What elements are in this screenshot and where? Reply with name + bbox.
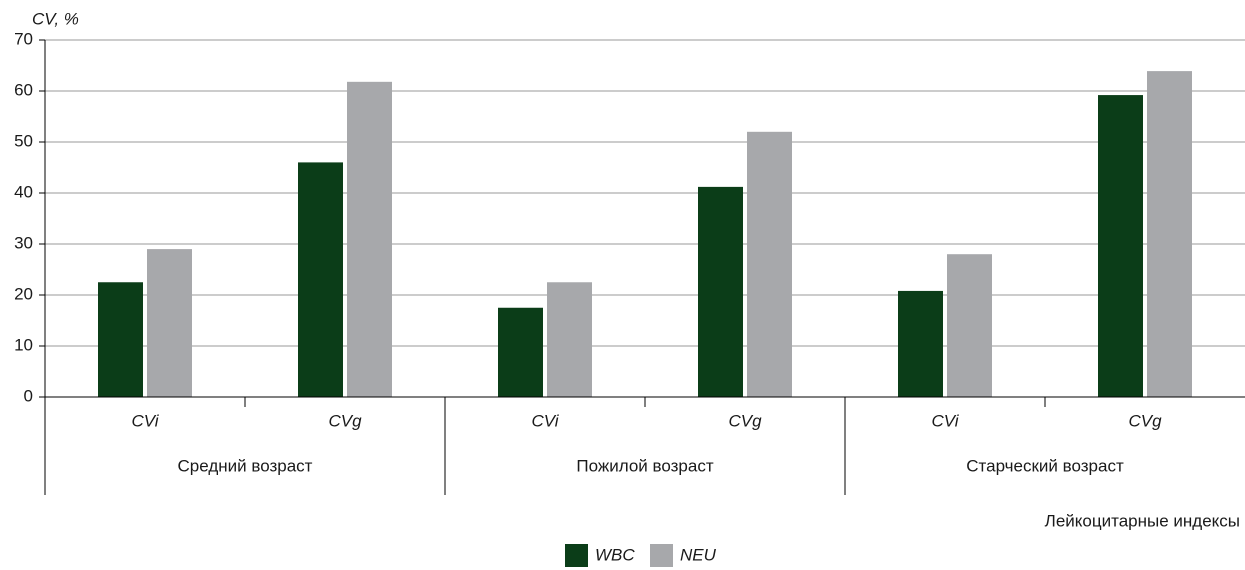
bar: [898, 290, 943, 397]
y-tick-label: 0: [24, 386, 33, 405]
legend-label: WBC: [595, 545, 635, 564]
legend-label: NEU: [680, 545, 717, 564]
y-tick-label: 30: [14, 233, 33, 252]
x-tick-label: CVg: [1128, 411, 1162, 430]
bar: [1147, 71, 1192, 398]
x-tick-label: CVg: [328, 411, 362, 430]
y-tick-label: 20: [14, 284, 33, 303]
x-axis-label: Лейкоцитарные индексы: [1045, 511, 1240, 530]
bar: [147, 249, 192, 397]
bar: [298, 162, 343, 397]
bar: [747, 131, 792, 398]
y-tick-label: 50: [14, 131, 33, 150]
y-tick-label: 60: [14, 80, 33, 99]
y-tick-label: 40: [14, 182, 33, 201]
x-tick-label: CVi: [531, 411, 559, 430]
y-axis-label: CV, %: [32, 9, 79, 28]
group-label: Старческий возраст: [966, 456, 1124, 475]
x-tick-label: CVi: [131, 411, 159, 430]
bar: [98, 282, 143, 397]
legend-swatch: [565, 544, 588, 567]
x-tick-label: CVg: [728, 411, 762, 430]
group-label: Средний возраст: [178, 456, 313, 475]
bar: [698, 186, 743, 397]
bar: [547, 282, 592, 397]
legend-swatch: [650, 544, 673, 567]
y-tick-label: 70: [14, 29, 33, 48]
bar: [947, 254, 992, 397]
x-tick-label: CVi: [931, 411, 959, 430]
group-label: Пожилой возраст: [576, 456, 713, 475]
bar: [1098, 95, 1143, 397]
y-tick-label: 10: [14, 335, 33, 354]
bar: [498, 307, 543, 397]
bar: [347, 81, 392, 397]
